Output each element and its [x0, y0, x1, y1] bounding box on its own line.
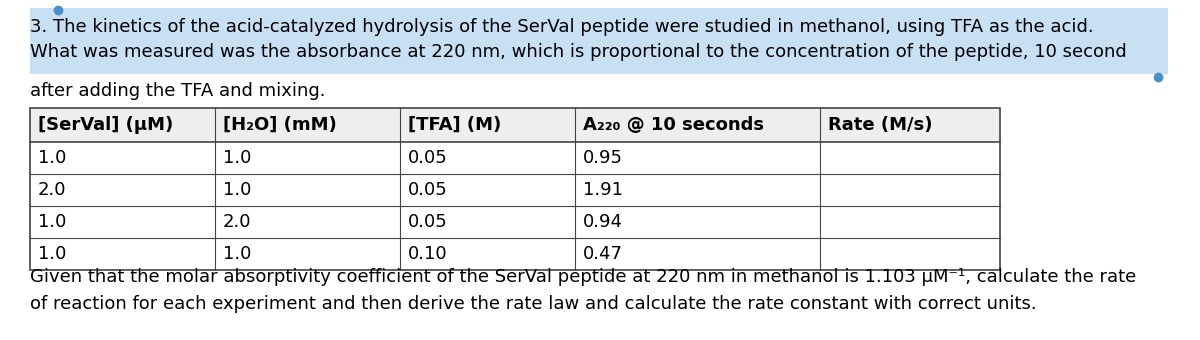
Text: 0.05: 0.05 [408, 181, 448, 199]
Text: 0.47: 0.47 [583, 245, 623, 263]
Text: 0.95: 0.95 [583, 149, 623, 167]
Text: 1.0: 1.0 [38, 245, 66, 263]
Text: 1.0: 1.0 [223, 149, 251, 167]
Text: 1.0: 1.0 [38, 149, 66, 167]
Bar [30, 8, 1168, 74]
Text: 1.0: 1.0 [223, 181, 251, 199]
Text: What was measured was the absorbance at 220 nm, which is proportional to the con: What was measured was the absorbance at … [30, 43, 1127, 61]
Text: after adding the TFA and mixing.: after adding the TFA and mixing. [30, 82, 325, 100]
Text: 1.0: 1.0 [38, 213, 66, 231]
Text: of reaction for each experiment and then derive the rate law and calculate the r: of reaction for each experiment and then… [30, 295, 1037, 313]
Text: [H₂O] (mM): [H₂O] (mM) [223, 116, 337, 134]
Bar [30, 108, 1000, 270]
Text: 2.0: 2.0 [38, 181, 66, 199]
Text: 0.94: 0.94 [583, 213, 623, 231]
Text: 3. The kinetics of the acid-catalyzed hydrolysis of the SerVal peptide were stud: 3. The kinetics of the acid-catalyzed hy… [30, 18, 1093, 36]
Text: [TFA] (M): [TFA] (M) [408, 116, 502, 134]
Text: A₂₂₀ @ 10 seconds: A₂₂₀ @ 10 seconds [583, 116, 764, 134]
Text: Given that the molar absorptivity coefficient of the SerVal peptide at 220 nm in: Given that the molar absorptivity coeffi… [30, 268, 1136, 286]
Text: 2.0: 2.0 [223, 213, 252, 231]
Text: 0.05: 0.05 [408, 149, 448, 167]
Text: 0.05: 0.05 [408, 213, 448, 231]
Text: 0.10: 0.10 [408, 245, 448, 263]
Text: 1.0: 1.0 [223, 245, 251, 263]
Bar [30, 108, 1000, 142]
Text: [SerVal] (μM): [SerVal] (μM) [38, 116, 173, 134]
Text: Rate (M/s): Rate (M/s) [828, 116, 932, 134]
Text: 1.91: 1.91 [583, 181, 623, 199]
